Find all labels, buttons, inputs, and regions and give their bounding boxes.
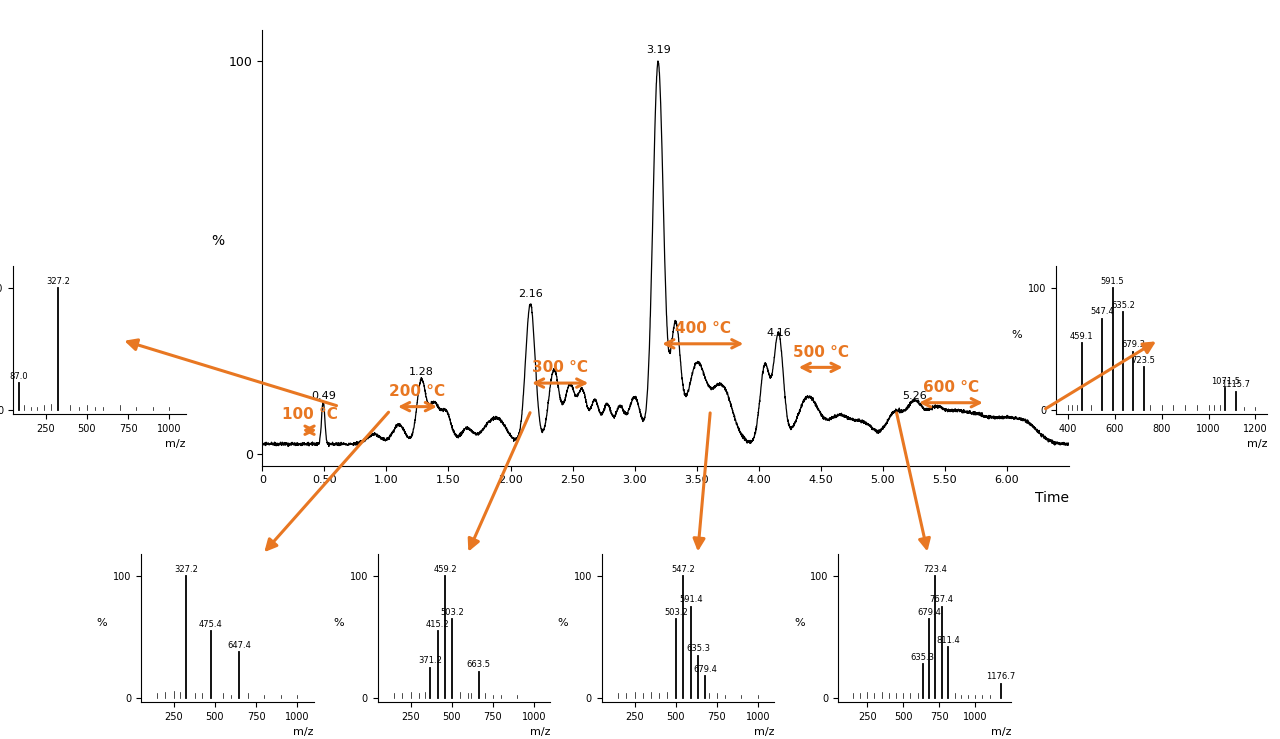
X-axis label: m/z: m/z <box>530 727 550 738</box>
Text: 2.16: 2.16 <box>518 289 543 299</box>
Text: 1115.7: 1115.7 <box>1221 381 1251 389</box>
Text: 635.3: 635.3 <box>686 644 710 653</box>
Text: 327.2: 327.2 <box>46 276 70 285</box>
Text: 1071.5: 1071.5 <box>1211 377 1240 386</box>
Text: 635.3: 635.3 <box>910 653 934 661</box>
Text: 475.4: 475.4 <box>198 620 223 629</box>
Y-axis label: %: % <box>794 618 805 628</box>
Text: 371.2: 371.2 <box>419 656 443 665</box>
Y-axis label: %: % <box>211 234 224 248</box>
Text: 600 °C: 600 °C <box>923 380 979 395</box>
X-axis label: m/z: m/z <box>754 727 774 738</box>
Text: 0.49: 0.49 <box>311 391 335 401</box>
Text: 1176.7: 1176.7 <box>986 672 1015 681</box>
Text: 400 °C: 400 °C <box>675 321 731 336</box>
Text: 679.4: 679.4 <box>916 607 941 616</box>
Text: 415.2: 415.2 <box>426 620 449 629</box>
Text: 200 °C: 200 °C <box>389 384 445 399</box>
X-axis label: m/z: m/z <box>1247 439 1267 449</box>
Text: 647.4: 647.4 <box>227 641 251 650</box>
Text: 1.28: 1.28 <box>408 367 434 377</box>
Y-axis label: %: % <box>557 618 568 628</box>
Text: 811.4: 811.4 <box>936 636 960 644</box>
Text: 459.1: 459.1 <box>1070 332 1093 341</box>
X-axis label: Time: Time <box>1034 491 1069 505</box>
Text: 547.4: 547.4 <box>1091 307 1114 316</box>
Text: 767.4: 767.4 <box>929 596 954 605</box>
Text: 547.2: 547.2 <box>672 565 695 573</box>
Text: 591.5: 591.5 <box>1101 276 1125 285</box>
Text: 3.19: 3.19 <box>646 45 671 55</box>
Text: 591.4: 591.4 <box>678 596 703 605</box>
Text: 723.5: 723.5 <box>1132 356 1156 365</box>
Text: 500 °C: 500 °C <box>792 344 849 359</box>
Text: 679.4: 679.4 <box>694 665 717 674</box>
Text: 459.2: 459.2 <box>433 565 457 573</box>
Text: 327.2: 327.2 <box>174 565 198 573</box>
Y-axis label: %: % <box>96 618 108 628</box>
Text: 679.3: 679.3 <box>1121 340 1146 349</box>
X-axis label: m/z: m/z <box>991 727 1011 738</box>
Text: 503.2: 503.2 <box>440 607 465 616</box>
Text: 503.2: 503.2 <box>664 607 689 616</box>
Y-axis label: %: % <box>333 618 344 628</box>
Text: 4.16: 4.16 <box>767 328 791 338</box>
Text: 5.26: 5.26 <box>902 391 927 401</box>
Text: 723.4: 723.4 <box>923 565 947 573</box>
Y-axis label: %: % <box>1011 330 1023 340</box>
Text: 635.2: 635.2 <box>1111 301 1135 310</box>
Text: 100 °C: 100 °C <box>282 407 338 423</box>
Text: 87.0: 87.0 <box>9 372 28 381</box>
X-axis label: m/z: m/z <box>165 439 186 449</box>
Text: 663.5: 663.5 <box>467 660 490 669</box>
Text: 300 °C: 300 °C <box>532 360 588 375</box>
X-axis label: m/z: m/z <box>293 727 314 738</box>
